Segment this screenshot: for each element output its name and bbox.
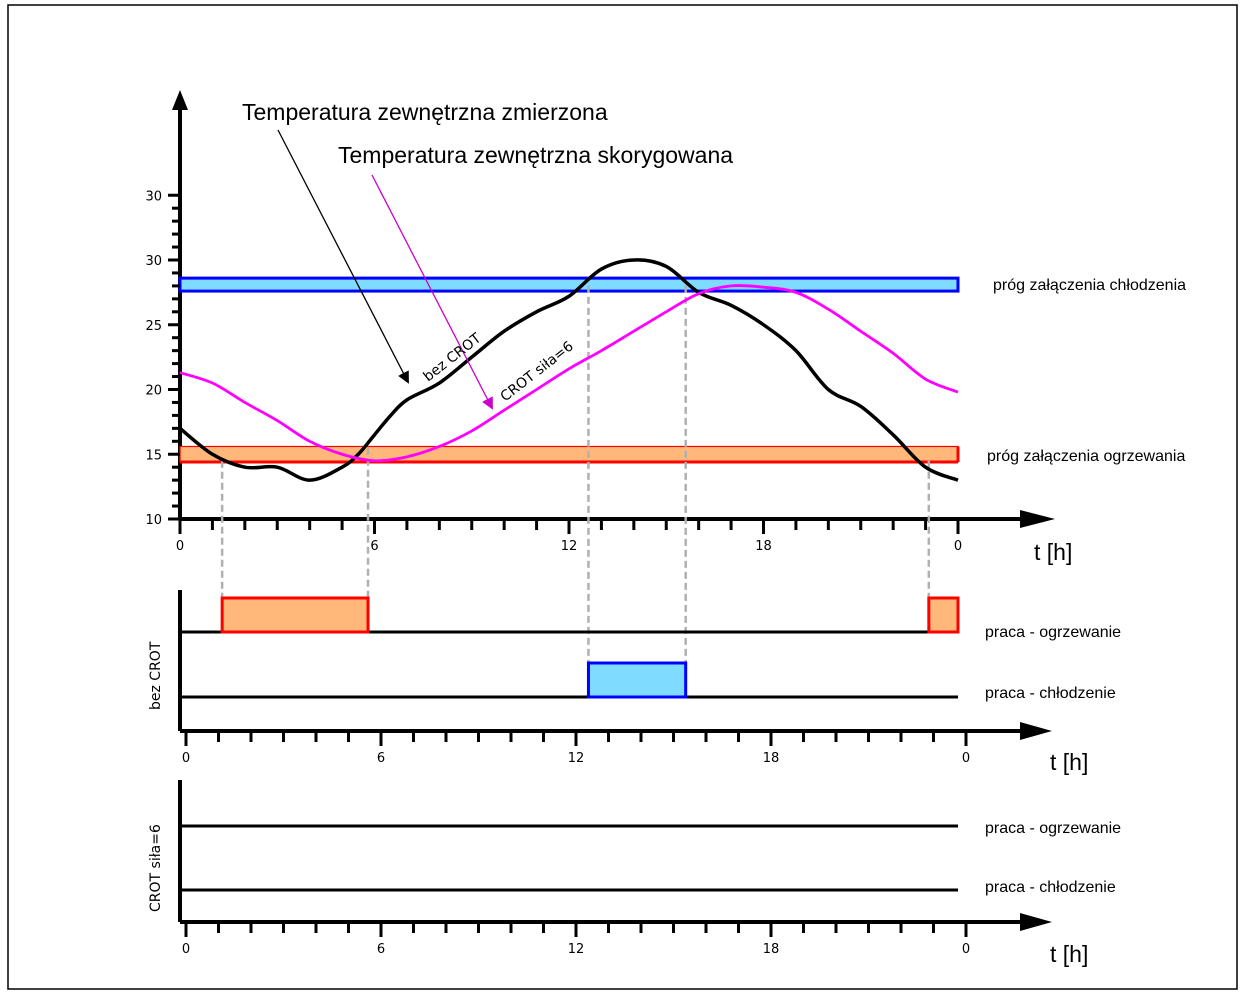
threshold-label-cooling: próg załączenia chłodzenia [993,277,1186,294]
curve-label-bez-crot: bez CROT [421,330,485,385]
annotation-corrected-arrow [371,174,493,410]
x-tick-label: 18 [763,751,780,766]
x-tick-label: 18 [763,942,780,957]
y-tick-label: 25 [145,319,162,334]
run-interval [927,596,960,634]
threshold-band-0 [178,276,960,293]
y-tick-label: 30 [145,254,162,269]
annotation-measured: Temperatura zewnętrzna zmierzona [242,99,608,125]
lane2-row-heating-label: praca - ogrzewanie [985,820,1121,837]
y-tick-label: 30 [145,189,162,204]
y-tick-label: 20 [145,384,162,399]
x-axis-arrow [1020,510,1055,528]
lane2-x-arrow [1020,913,1052,931]
switch-guides [220,285,931,664]
x-tick-label: 6 [377,751,385,766]
lane-label-crot: CROT siła=6 [148,824,164,912]
x-tick-label: 12 [568,751,585,766]
lane-chart-bez-crot: 0 6 12 18 0 [180,596,970,766]
x-tick-label: 0 [182,751,190,766]
x-tick-label: 6 [377,942,385,957]
x-axis-label-lane1: t [h] [1050,749,1088,775]
series-line-bez-crot [178,258,959,482]
run-interval [220,596,370,634]
lane-chart-bez-crot-axes [178,590,1052,740]
x-tick-label: 0 [176,539,184,554]
lane1-row-cooling-label: praca - chłodzenie [985,685,1116,702]
top-ticks: 0 6 12 18 0 10 15 20 25 30 30 [145,189,962,554]
x-axis-label-top: t [h] [1034,539,1072,565]
figure-frame [7,4,1238,990]
threshold-band-1 [179,445,959,463]
x-axis-label-lane2: t [h] [1050,941,1088,967]
annotation-measured-arrow [277,129,409,384]
y-tick-label: 15 [145,448,162,463]
y-tick-label: 10 [145,513,162,528]
x-tick-label: 0 [962,942,970,957]
lane2-row-cooling-label: praca - chłodzenie [985,879,1116,896]
x-tick-label: 0 [182,942,190,957]
lane1-row-heating-label: praca - ogrzewanie [985,624,1121,641]
series-line-crot [179,284,959,463]
x-tick-label: 12 [561,539,578,554]
lane-chart-crot: 0 6 12 18 0 [180,824,970,957]
x-tick-label: 6 [370,539,378,554]
lane-chart-crot-axes [178,780,1052,931]
x-tick-label: 18 [755,539,772,554]
x-tick-label: 12 [568,942,585,957]
y-axis-arrow [172,90,188,110]
x-tick-label: 0 [962,751,970,766]
threshold-label-heating: próg załączenia ogrzewania [987,448,1185,465]
lane-label-bez-crot: bez CROT [148,641,164,710]
run-interval [586,661,688,699]
annotation-corrected: Temperatura zewnętrzna skorygowana [338,142,733,168]
lane1-x-arrow [1020,722,1052,740]
temperature-curves [178,258,959,482]
x-tick-label: 0 [954,539,962,554]
